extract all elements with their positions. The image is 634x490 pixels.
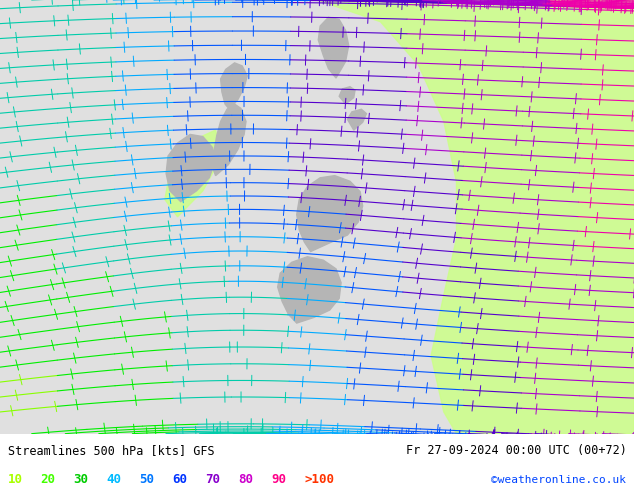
Polygon shape: [339, 87, 355, 104]
Polygon shape: [278, 257, 341, 323]
Text: 20: 20: [41, 473, 56, 487]
Text: 30: 30: [74, 473, 89, 487]
Text: 50: 50: [139, 473, 155, 487]
Text: 60: 60: [172, 473, 188, 487]
Text: Fr 27-09-2024 00:00 UTC (00+72): Fr 27-09-2024 00:00 UTC (00+72): [406, 444, 626, 457]
Text: 40: 40: [107, 473, 122, 487]
Text: >100: >100: [304, 473, 334, 487]
Polygon shape: [318, 17, 349, 78]
Polygon shape: [297, 175, 363, 251]
Polygon shape: [166, 134, 216, 202]
Polygon shape: [221, 63, 247, 109]
Text: 90: 90: [271, 473, 287, 487]
Polygon shape: [210, 104, 246, 175]
Text: ©weatheronline.co.uk: ©weatheronline.co.uk: [491, 475, 626, 485]
Polygon shape: [347, 109, 366, 130]
Polygon shape: [317, 0, 634, 434]
Text: 10: 10: [8, 473, 23, 487]
Polygon shape: [165, 130, 222, 217]
Text: Streamlines 500 hPa [kts] GFS: Streamlines 500 hPa [kts] GFS: [8, 444, 214, 457]
Text: 80: 80: [238, 473, 254, 487]
Text: 70: 70: [205, 473, 221, 487]
